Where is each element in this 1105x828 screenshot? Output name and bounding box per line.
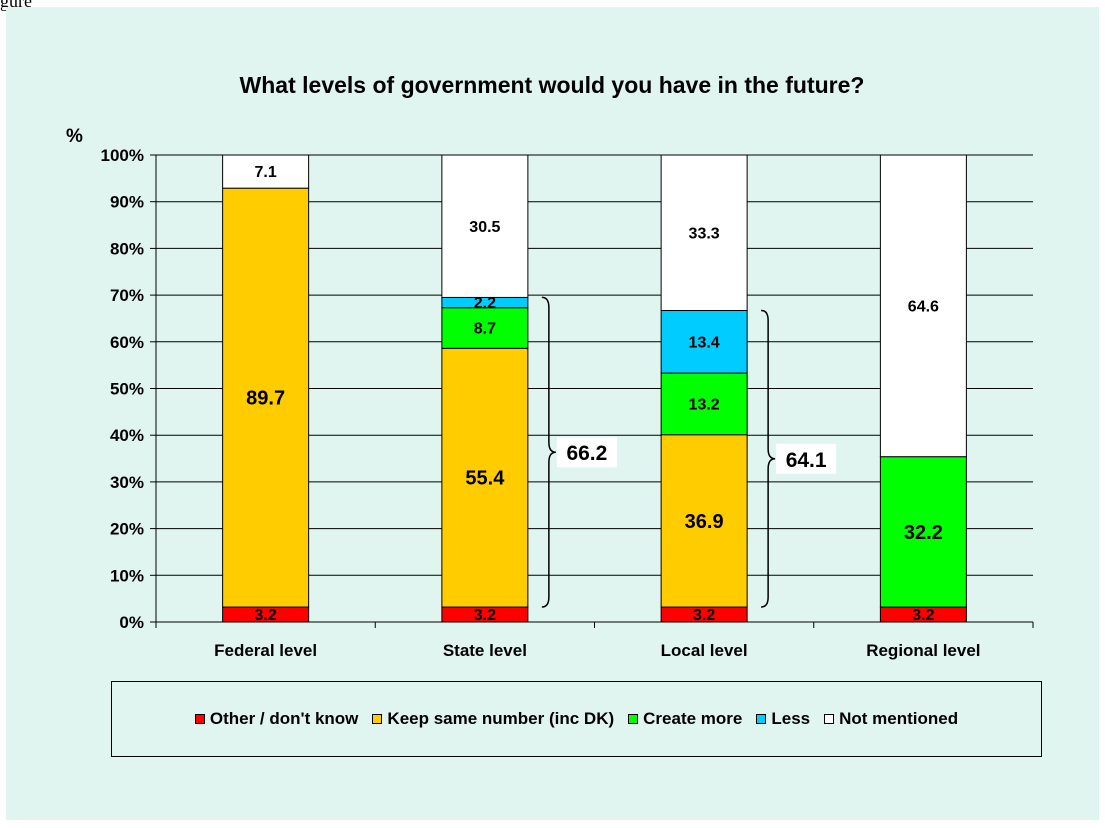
legend-label: Other / don't know xyxy=(209,709,359,728)
y-axis-unit-label: % xyxy=(66,126,83,147)
y-tick-label: 60% xyxy=(110,333,144,352)
x-axis-labels: Federal level State level Local level Regio… xyxy=(214,641,980,660)
y-tick-label: 70% xyxy=(110,286,144,305)
legend-item-less: Less xyxy=(756,709,810,729)
data-labels: 3.2 89.7 7.1 3.2 55.4 8.7 2.2 30.5 3.2 36.9 13.2 13… xyxy=(246,164,943,624)
legend-label: Keep same number (inc DK) xyxy=(387,709,615,728)
legend-label: Create more xyxy=(643,709,743,728)
bracket-label-box-state-level xyxy=(556,437,617,468)
y-tick-label: 90% xyxy=(110,193,144,212)
data-label-state-level-create-more: 8.7 xyxy=(474,321,496,338)
data-label-local-level-less: 13.4 xyxy=(689,334,720,351)
bar-state-level-not-mentioned xyxy=(441,154,529,298)
y-tick-label: 0% xyxy=(119,613,144,632)
data-label-state-level-keep-same-number-inc-dk: 55.4 xyxy=(465,468,505,490)
bracket-label-local-level: 64.1 xyxy=(786,449,827,472)
x-label-local-level: Local level xyxy=(661,641,748,660)
legend-swatch xyxy=(628,714,639,724)
chart-title: What levels of government would you have… xyxy=(240,72,865,98)
bracket-label-box-local-level xyxy=(776,443,837,474)
bar-local-level-keep-same-number-inc-dk xyxy=(660,434,748,608)
legend-swatch xyxy=(824,714,835,724)
bar-local-level-less xyxy=(660,310,748,374)
data-label-state-level-other-don-t-know: 3.2 xyxy=(474,607,496,624)
brackets: 66.2 64.1 xyxy=(541,296,837,608)
bar-local-level-create-more xyxy=(660,372,748,436)
bar-local-level-not-mentioned xyxy=(660,154,748,312)
bracket-local-level xyxy=(761,309,776,608)
legend-swatch xyxy=(756,714,767,724)
legend-swatch xyxy=(194,714,205,724)
legend-label: Not mentioned xyxy=(839,709,959,728)
y-axis-ticks: 0% 10% 20% 30% 40% 50% 60% 70% 80% 90% 100% xyxy=(101,146,156,632)
x-label-federal-level: Federal level xyxy=(214,641,317,660)
data-label-state-level-not-mentioned: 30.5 xyxy=(469,219,500,236)
bar-federal-level-not-mentioned xyxy=(222,154,310,189)
x-label-regional-level: Regional level xyxy=(866,641,980,660)
bracket-state-level xyxy=(541,296,556,608)
data-label-local-level-other-don-t-know: 3.2 xyxy=(693,607,715,624)
legend-item-not-mentioned: Not mentioned xyxy=(824,709,958,729)
y-tick-label: 40% xyxy=(110,426,144,445)
data-label-regional-level-other-don-t-know: 3.2 xyxy=(912,607,934,624)
data-label-local-level-keep-same-number-inc-dk: 36.9 xyxy=(685,511,724,533)
bars xyxy=(222,154,967,623)
data-label-federal-level-not-mentioned: 7.1 xyxy=(255,164,277,181)
bar-regional-level-create-more xyxy=(879,456,967,608)
data-label-local-level-create-more: 13.2 xyxy=(689,397,720,414)
y-tick-label: 30% xyxy=(110,473,144,492)
legend: Other / don't know Keep same number (inc … xyxy=(111,681,1042,757)
data-label-federal-level-keep-same-number-inc-dk: 89.7 xyxy=(246,388,285,410)
bar-federal-level-keep-same-number-inc-dk xyxy=(222,187,310,608)
bar-state-level-keep-same-number-inc-dk xyxy=(441,347,529,608)
data-label-regional-level-create-more: 32.2 xyxy=(904,522,943,544)
y-tick-label: 20% xyxy=(110,520,144,539)
legend-item-create-more: Create more xyxy=(628,709,742,729)
x-label-state-level: State level xyxy=(443,641,527,660)
data-label-local-level-not-mentioned: 33.3 xyxy=(689,225,720,242)
legend-item-other-don-t-know: Other / don't know xyxy=(194,709,359,729)
legend-item-keep-same-number-inc-dk: Keep same number (inc DK) xyxy=(372,709,614,729)
y-tick-label: 10% xyxy=(110,566,144,585)
bar-regional-level-not-mentioned xyxy=(879,154,967,458)
y-tick-label: 100% xyxy=(101,146,144,165)
y-tick-label: 80% xyxy=(110,239,144,258)
data-label-federal-level-other-don-t-know: 3.2 xyxy=(255,607,277,624)
bar-state-level-create-more xyxy=(441,307,529,349)
y-tick-label: 50% xyxy=(110,380,144,399)
bracket-label-state-level: 66.2 xyxy=(566,442,607,465)
legend-swatch xyxy=(372,714,383,724)
data-label-state-level-less: 2.2 xyxy=(474,295,496,312)
data-label-regional-level-not-mentioned: 64.6 xyxy=(908,298,939,315)
figure-caption: gure xyxy=(0,0,32,11)
legend-label: Less xyxy=(771,709,811,728)
